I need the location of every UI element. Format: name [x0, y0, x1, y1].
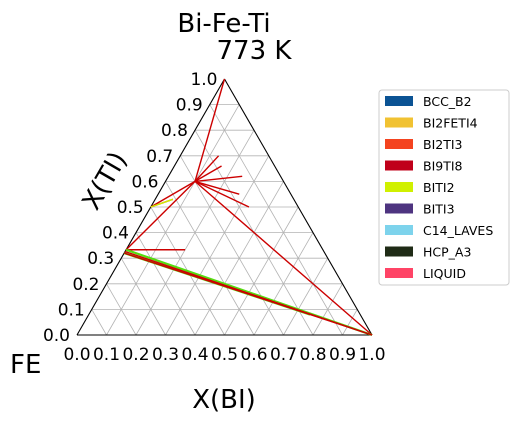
legend-label: C14_LAVES	[423, 223, 493, 238]
legend-swatch	[385, 203, 413, 214]
x-tick-label: 0.9	[329, 345, 356, 365]
y-tick-label: 0.0	[43, 326, 70, 346]
grid-line	[224, 206, 299, 336]
legend-swatch	[385, 117, 413, 128]
legend-label: BITI2	[423, 180, 455, 195]
y-tick-label: 0.3	[87, 249, 114, 269]
legend-label: BI2TI3	[423, 137, 463, 152]
corner-label: FE	[10, 350, 41, 380]
x-axis-label: X(BI)	[192, 385, 256, 415]
tie-lines	[123, 78, 373, 337]
legend: BCC_B2 BI2FETI4 BI2TI3 BI9TI8 BITI2 BITI3 C14_…	[378, 89, 510, 286]
tie-line	[194, 78, 226, 182]
tie-line	[194, 180, 250, 208]
y-tick-label: 0.7	[146, 147, 173, 167]
tie-line	[123, 252, 373, 336]
tie-line	[150, 198, 174, 208]
x-tick-label: 0.4	[181, 345, 208, 365]
x-tick-label: 0.3	[152, 345, 179, 365]
tie-line	[194, 180, 373, 336]
legend-frame	[378, 89, 510, 286]
legend-label: BI2FETI4	[423, 116, 478, 131]
legend-swatch	[385, 182, 413, 192]
legend-swatch	[385, 246, 413, 257]
tie-line	[125, 180, 196, 251]
grid-line	[283, 258, 329, 336]
x-tick-label: 0.2	[122, 345, 149, 365]
tie-line	[194, 165, 222, 183]
y-tick-label: 1.0	[190, 70, 217, 90]
y-tick-label: 0.6	[131, 172, 158, 192]
legend-label: BITI3	[423, 202, 455, 217]
triangle-edge	[224, 78, 373, 336]
chart-subtitle: 773 K	[217, 36, 293, 66]
grid-line	[165, 181, 255, 336]
tie-line	[150, 180, 196, 208]
x-tick-label: 0.1	[93, 345, 120, 365]
grid-line	[120, 258, 166, 336]
legend-label: LIQUID	[423, 266, 466, 281]
legend-label: HCP_A3	[423, 245, 471, 260]
grid-line	[165, 155, 270, 336]
y-tick-label: 0.5	[117, 198, 144, 218]
y-tick-label: 0.8	[161, 121, 188, 141]
y-tick-label: 0.2	[72, 275, 99, 295]
y-tick-label: 0.9	[176, 96, 203, 116]
x-tick-label: 0.0	[63, 345, 90, 365]
y-tick-labels: 0.0 0.1 0.2 0.3 0.4 0.5 0.6 0.7 0.8 0.9 1.0	[43, 70, 218, 346]
x-tick-labels: 0.0 0.1 0.2 0.3 0.4 0.5 0.6 0.7 0.8 0.9 1.0	[63, 345, 385, 365]
y-tick-label: 0.4	[102, 224, 129, 244]
grid-line	[342, 309, 358, 336]
x-tick-label: 0.6	[240, 345, 267, 365]
legend-swatch	[385, 225, 413, 235]
legend-swatch	[385, 139, 413, 149]
chart-title: Bi-Fe-Ti	[177, 9, 270, 39]
grid-line	[179, 155, 284, 336]
x-tick-label: 0.8	[299, 345, 326, 365]
tie-line	[194, 155, 220, 182]
x-tick-label: 1.0	[358, 345, 385, 365]
tie-line	[194, 175, 243, 183]
tie-line	[194, 180, 240, 195]
x-tick-label: 0.7	[270, 345, 297, 365]
grid-line	[106, 283, 137, 336]
x-tick-label: 0.5	[211, 345, 238, 365]
y-tick-label: 0.1	[58, 300, 85, 320]
legend-swatch	[385, 96, 413, 106]
legend-label: BCC_B2	[423, 94, 472, 109]
grid-line	[209, 104, 343, 336]
grid-lines	[91, 104, 358, 336]
grid-line	[91, 309, 107, 336]
grid-line	[106, 104, 240, 336]
legend-swatch	[385, 160, 413, 171]
legend-swatch	[385, 268, 413, 278]
legend-label: BI9TI8	[423, 159, 463, 174]
